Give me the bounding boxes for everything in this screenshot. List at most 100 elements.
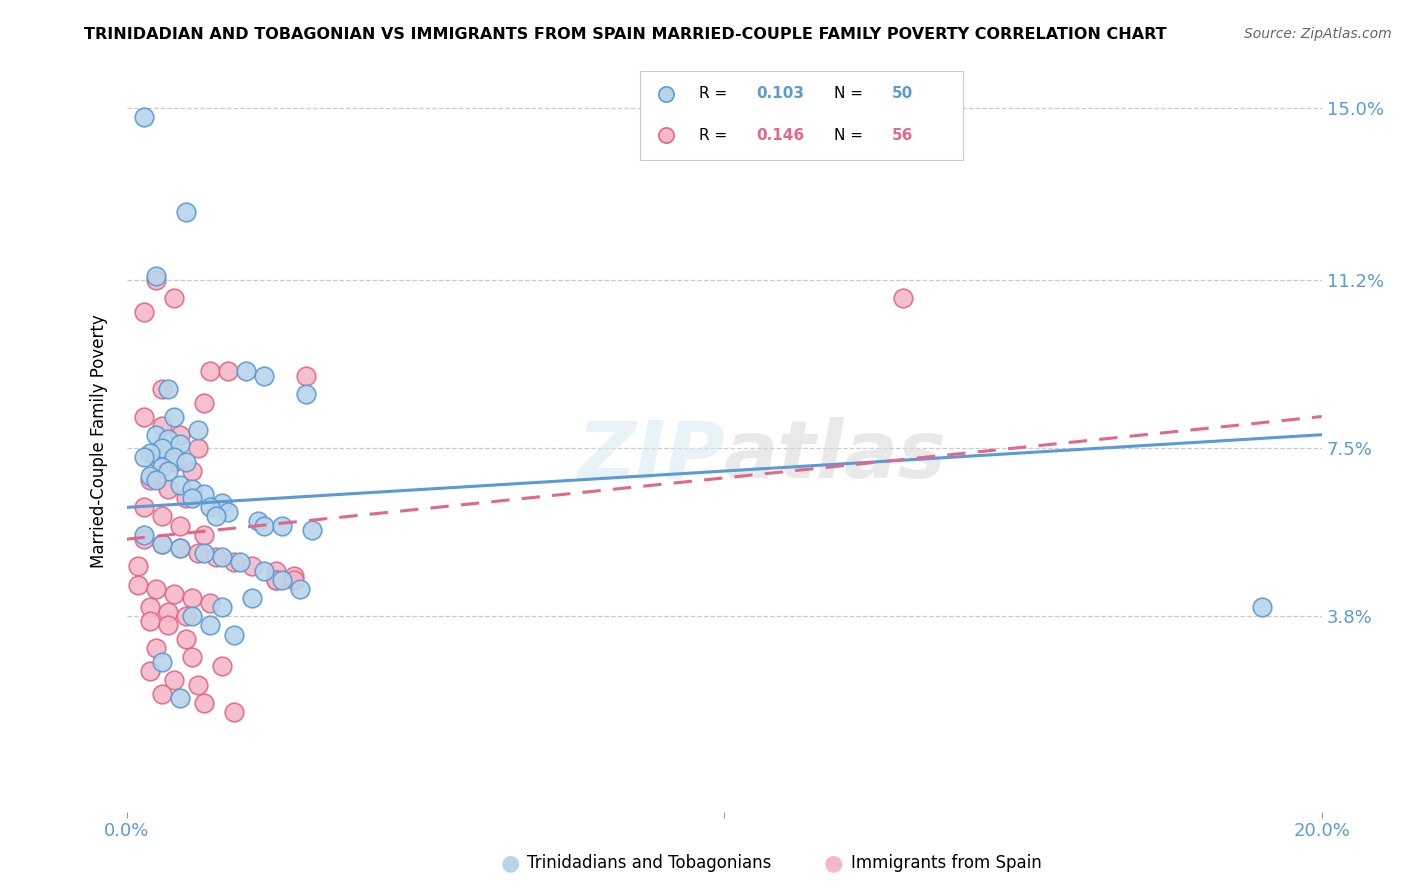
Point (152, 509, 174, 524)
Point (139, 468, 162, 483)
Point (169, 541, 191, 556)
Point (222, 627, 246, 641)
Point (163, 673, 186, 687)
Point (200, 500, 222, 515)
Point (181, 482, 204, 496)
Point (157, 382, 180, 396)
Point (169, 691, 191, 706)
Point (139, 446, 162, 460)
Point (157, 464, 180, 478)
Text: TRINIDADIAN AND TOBAGONIAN VS IMMIGRANTS FROM SPAIN MARRIED-COUPLE FAMILY POVERT: TRINIDADIAN AND TOBAGONIAN VS IMMIGRANTS… (84, 27, 1167, 42)
Point (145, 641, 167, 656)
Point (1251, 600, 1274, 615)
Point (193, 487, 215, 501)
Point (163, 450, 186, 465)
Point (283, 573, 305, 587)
Point (139, 600, 162, 615)
Point (187, 677, 209, 691)
Point (134, 532, 156, 546)
Point (235, 364, 257, 378)
Point (134, 450, 156, 465)
Point (200, 364, 222, 378)
Point (139, 664, 162, 678)
Point (187, 423, 209, 437)
Point (264, 564, 287, 578)
Point (294, 368, 316, 383)
Point (193, 527, 215, 541)
Point (247, 514, 270, 528)
Point (211, 550, 233, 565)
Point (253, 368, 276, 383)
Point (211, 496, 233, 510)
Point (294, 387, 316, 401)
Point (211, 659, 233, 673)
Point (152, 442, 174, 456)
Point (145, 473, 167, 487)
Point (157, 605, 180, 619)
Point (187, 442, 209, 456)
Point (152, 418, 174, 433)
Point (163, 455, 186, 469)
Point (270, 573, 294, 587)
Point (181, 650, 204, 665)
Point (145, 427, 167, 442)
Point (145, 273, 167, 287)
Point (264, 573, 287, 587)
Text: Trinidadians and Tobagonians: Trinidadians and Tobagonians (527, 855, 772, 872)
Point (139, 473, 162, 487)
Point (217, 364, 239, 378)
Point (893, 292, 915, 306)
Point (211, 600, 233, 615)
Point (217, 505, 239, 519)
Point (222, 705, 246, 719)
Point (283, 568, 305, 582)
Point (163, 587, 186, 601)
Text: ZIP: ZIP (576, 417, 724, 495)
Point (134, 527, 156, 541)
Point (152, 382, 174, 396)
Text: atlas: atlas (724, 417, 946, 495)
Point (301, 523, 323, 537)
Point (169, 518, 191, 533)
Point (145, 268, 167, 283)
Point (193, 396, 215, 410)
Point (145, 450, 167, 465)
Point (205, 509, 228, 524)
Point (222, 555, 246, 569)
Point (193, 546, 215, 560)
Point (181, 609, 204, 624)
Point (205, 550, 228, 565)
Point (288, 582, 311, 596)
Point (163, 292, 186, 306)
Point (152, 459, 174, 474)
Point (253, 518, 276, 533)
Point (174, 632, 197, 647)
Point (127, 559, 149, 574)
Point (181, 464, 204, 478)
Point (157, 482, 180, 496)
Point (152, 655, 174, 669)
Point (134, 409, 156, 424)
Point (253, 564, 276, 578)
Point (157, 432, 180, 446)
Point (240, 591, 263, 606)
Point (174, 455, 197, 469)
Point (152, 537, 174, 551)
Text: ●: ● (501, 854, 520, 873)
Point (174, 205, 197, 219)
Point (240, 559, 263, 574)
Point (169, 477, 191, 491)
Point (181, 491, 204, 506)
Point (169, 427, 191, 442)
Text: Source: ZipAtlas.com: Source: ZipAtlas.com (1244, 27, 1392, 41)
Y-axis label: Married-Couple Family Poverty: Married-Couple Family Poverty (90, 315, 108, 568)
Point (134, 110, 156, 124)
Point (200, 618, 222, 632)
Point (127, 577, 149, 591)
Point (270, 518, 294, 533)
Point (200, 596, 222, 610)
Point (145, 582, 167, 596)
Point (134, 305, 156, 319)
Point (181, 591, 204, 606)
Point (139, 614, 162, 628)
